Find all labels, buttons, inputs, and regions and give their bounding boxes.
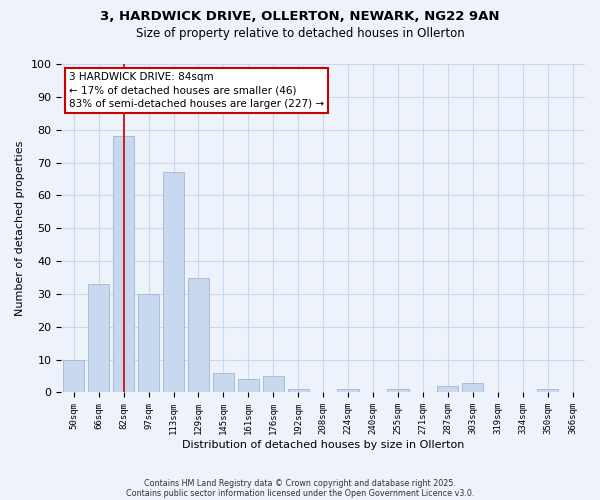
- Bar: [337, 389, 359, 392]
- Bar: [63, 360, 85, 392]
- Text: 3, HARDWICK DRIVE, OLLERTON, NEWARK, NG22 9AN: 3, HARDWICK DRIVE, OLLERTON, NEWARK, NG2…: [100, 10, 500, 23]
- Bar: [188, 278, 209, 392]
- Y-axis label: Number of detached properties: Number of detached properties: [15, 140, 25, 316]
- Bar: [138, 294, 159, 392]
- Bar: [263, 376, 284, 392]
- Bar: [163, 172, 184, 392]
- Bar: [388, 389, 409, 392]
- Bar: [113, 136, 134, 392]
- Bar: [238, 380, 259, 392]
- Text: Size of property relative to detached houses in Ollerton: Size of property relative to detached ho…: [136, 28, 464, 40]
- Bar: [287, 389, 309, 392]
- Bar: [213, 373, 234, 392]
- Bar: [462, 382, 484, 392]
- Bar: [88, 284, 109, 393]
- Text: Contains public sector information licensed under the Open Government Licence v3: Contains public sector information licen…: [126, 488, 474, 498]
- Text: 3 HARDWICK DRIVE: 84sqm
← 17% of detached houses are smaller (46)
83% of semi-de: 3 HARDWICK DRIVE: 84sqm ← 17% of detache…: [69, 72, 324, 108]
- Bar: [537, 389, 558, 392]
- Bar: [437, 386, 458, 392]
- Text: Contains HM Land Registry data © Crown copyright and database right 2025.: Contains HM Land Registry data © Crown c…: [144, 478, 456, 488]
- X-axis label: Distribution of detached houses by size in Ollerton: Distribution of detached houses by size …: [182, 440, 464, 450]
